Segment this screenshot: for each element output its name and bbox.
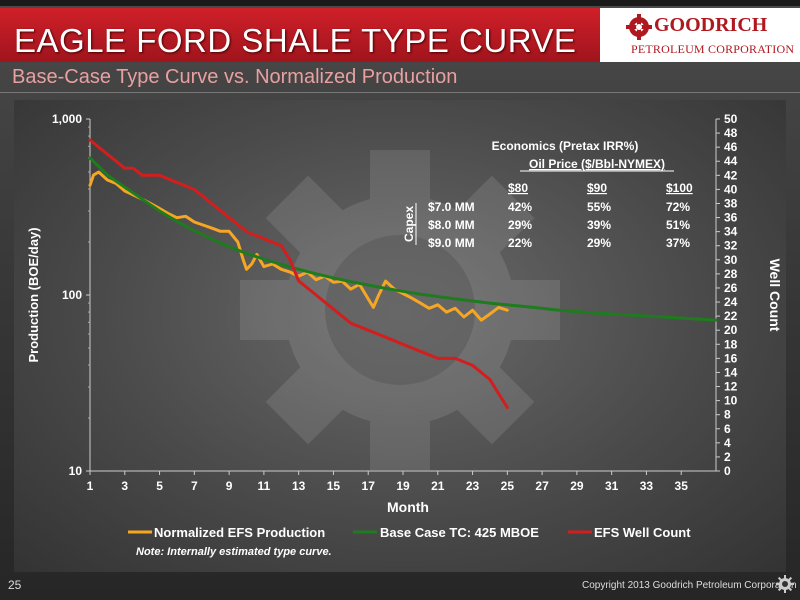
irr-cell: 29%	[508, 218, 532, 232]
logo-text-main: GOODRICH	[654, 14, 768, 36]
chart-series	[88, 138, 718, 410]
title-bar: EAGLE FORD SHALE TYPE CURVE	[0, 8, 600, 62]
x-tick-label: 17	[362, 479, 376, 493]
x-tick-label: 13	[292, 479, 306, 493]
y2-tick-label: 16	[724, 351, 738, 365]
y2-tick-label: 38	[724, 196, 738, 210]
capex-row-2: $8.0 MM	[428, 218, 475, 232]
x-tick-label: 19	[396, 479, 410, 493]
economics-table: Economics (Pretax IRR%) Oil Price ($/Bbl…	[402, 139, 693, 250]
y2-tick-label: 2	[724, 450, 731, 464]
x-tick-label: 5	[156, 479, 163, 493]
well-count-line	[88, 138, 509, 410]
x-tick-label: 3	[121, 479, 128, 493]
x-axis-title: Month	[387, 499, 429, 515]
capex-row-1: $7.0 MM	[428, 200, 475, 214]
irr-cell: 42%	[508, 200, 532, 214]
capex-label: Capex	[402, 206, 416, 242]
y2-tick-label: 4	[724, 436, 731, 450]
footer-gear-icon	[776, 575, 794, 593]
y2-tick-label: 8	[724, 408, 731, 422]
y2-tick-label: 26	[724, 281, 738, 295]
capex-row-3: $9.0 MM	[428, 236, 475, 250]
legend-label-base-case: Base Case TC: 425 MBOE	[380, 525, 539, 540]
x-tick-label: 25	[501, 479, 515, 493]
chart-legend: Normalized EFS Production Base Case TC: …	[128, 525, 691, 540]
logo-text-sub: PETROLEUM CORPORATION	[631, 42, 795, 56]
x-tick-label: 27	[535, 479, 549, 493]
x-tick-label: 31	[605, 479, 619, 493]
x-tick-label: 21	[431, 479, 445, 493]
y-tick-label: 100	[62, 288, 82, 302]
x-tick-label: 7	[191, 479, 198, 493]
legend-label-well-count: EFS Well Count	[594, 525, 691, 540]
slide-title: EAGLE FORD SHALE TYPE CURVE	[14, 22, 577, 59]
irr-cell: 22%	[508, 236, 532, 250]
subtitle-divider	[0, 92, 800, 93]
y2-tick-label: 22	[724, 309, 738, 323]
y-axis-title: Production (BOE/day)	[26, 227, 41, 362]
irr-cell: 55%	[587, 200, 611, 214]
y2-tick-label: 32	[724, 239, 738, 253]
y2-tick-label: 44	[724, 154, 738, 168]
copyright-text: Copyright 2013 Goodrich Petroleum Corpor…	[582, 580, 797, 591]
y2-tick-label: 0	[724, 464, 731, 478]
price-col-90: $90	[587, 181, 607, 195]
x-tick-label: 1	[87, 479, 94, 493]
slide-subtitle: Base-Case Type Curve vs. Normalized Prod…	[12, 66, 458, 88]
economics-subtitle: Oil Price ($/Bbl-NYMEX)	[529, 157, 665, 171]
y2-tick-label: 30	[724, 253, 738, 267]
y2-tick-label: 24	[724, 295, 738, 309]
normalized-production-line	[88, 170, 509, 322]
y-tick-label: 10	[69, 464, 83, 478]
chart-axes: 1 3 5 7 9 11 13 15 17 19 21 23 25 27 29 31 33 35101001,00…	[52, 112, 738, 493]
y2-tick-label: 14	[724, 365, 738, 379]
watermark-gear-hole	[325, 235, 475, 385]
x-tick-label: 9	[226, 479, 233, 493]
legend-label-normalized: Normalized EFS Production	[154, 525, 325, 540]
top-strip	[0, 0, 800, 6]
y2-tick-label: 50	[724, 112, 738, 126]
y2-tick-label: 28	[724, 267, 738, 281]
x-tick-label: 11	[258, 479, 271, 493]
x-tick-label: 15	[327, 479, 341, 493]
y2-tick-label: 40	[724, 182, 738, 196]
y2-tick-label: 34	[724, 225, 738, 239]
y-tick-label: 1,000	[52, 112, 82, 126]
irr-cell: 39%	[587, 218, 611, 232]
base-case-type-curve-line	[88, 156, 718, 322]
x-tick-label: 23	[466, 479, 480, 493]
y2-tick-label: 48	[724, 126, 738, 140]
y2-tick-label: 36	[724, 211, 738, 225]
logo-gear-icon	[626, 14, 652, 40]
economics-title: Economics (Pretax IRR%)	[492, 139, 639, 153]
irr-cell: 72%	[666, 200, 690, 214]
y2-tick-label: 12	[724, 380, 738, 394]
irr-cell: 51%	[666, 218, 690, 232]
y2-tick-label: 10	[724, 394, 738, 408]
y2-tick-label: 6	[724, 422, 731, 436]
y2-tick-label: 18	[724, 337, 738, 351]
y2-tick-label: 46	[724, 140, 738, 154]
footnote: Note: Internally estimated type curve.	[136, 546, 332, 558]
page-number: 25	[8, 578, 22, 592]
y2-axis-title: Well Count	[767, 259, 783, 332]
price-col-80: $80	[508, 181, 528, 195]
irr-cell: 29%	[587, 236, 611, 250]
y2-tick-label: 20	[724, 323, 738, 337]
x-tick-label: 35	[675, 479, 689, 493]
price-col-100: $100	[666, 181, 693, 195]
x-tick-label: 33	[640, 479, 654, 493]
irr-cell: 37%	[666, 236, 690, 250]
y2-tick-label: 42	[724, 168, 738, 182]
x-tick-label: 29	[570, 479, 584, 493]
